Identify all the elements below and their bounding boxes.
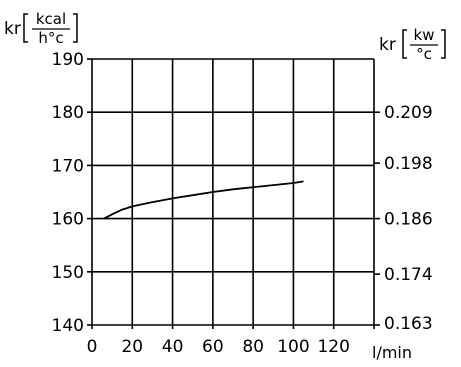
left-axis-label-prefix: kr (4, 19, 21, 39)
left-bracket-close (73, 13, 78, 43)
x-tick-label: 80 (242, 337, 264, 357)
y-tick-label: 190 (52, 50, 84, 70)
x-tick-label: 120 (317, 337, 349, 357)
right-tick-label: 0.209 (384, 103, 433, 123)
right-axis-label-numerator: kw (414, 26, 435, 44)
right-axis-label: kr kw °c (379, 26, 446, 63)
x-tick-label: 40 (162, 337, 184, 357)
right-tick-label: 0.186 (384, 210, 433, 230)
y-tick-label: 160 (52, 210, 84, 230)
left-axis-label-numerator: kcal (36, 10, 66, 28)
capacity-curve (103, 180, 304, 220)
left-axis-label-denominator: h°c (38, 29, 63, 47)
right-axis-label-denominator: °c (416, 45, 432, 63)
right-tick-label: 0.198 (384, 154, 433, 174)
data-marks (103, 180, 304, 220)
x-tick-label: 100 (277, 337, 309, 357)
x-axis-unit-label: l/min (372, 343, 412, 362)
left-bracket-open (23, 13, 28, 43)
tick-labels: 140 150 160 170 180 190 0 20 40 60 80 100 120 0.163 0.… (52, 50, 433, 357)
y-tick-label: 150 (52, 263, 84, 283)
y-tick-label: 180 (52, 103, 84, 123)
left-axis-label: kr kcal h°c (4, 10, 78, 47)
right-bracket-open (402, 29, 407, 59)
y-tick-label: 140 (52, 316, 84, 336)
right-tick-label: 0.163 (384, 314, 433, 334)
x-tick-label: 20 (121, 337, 143, 357)
right-bracket-close (441, 29, 446, 59)
right-tick-label: 0.174 (384, 265, 433, 285)
right-axis-label-prefix: kr (379, 35, 396, 55)
x-tick-label: 0 (87, 337, 98, 357)
x-tick-label: 60 (202, 337, 224, 357)
y-tick-label: 170 (52, 156, 84, 176)
plot-grid (87, 58, 380, 329)
